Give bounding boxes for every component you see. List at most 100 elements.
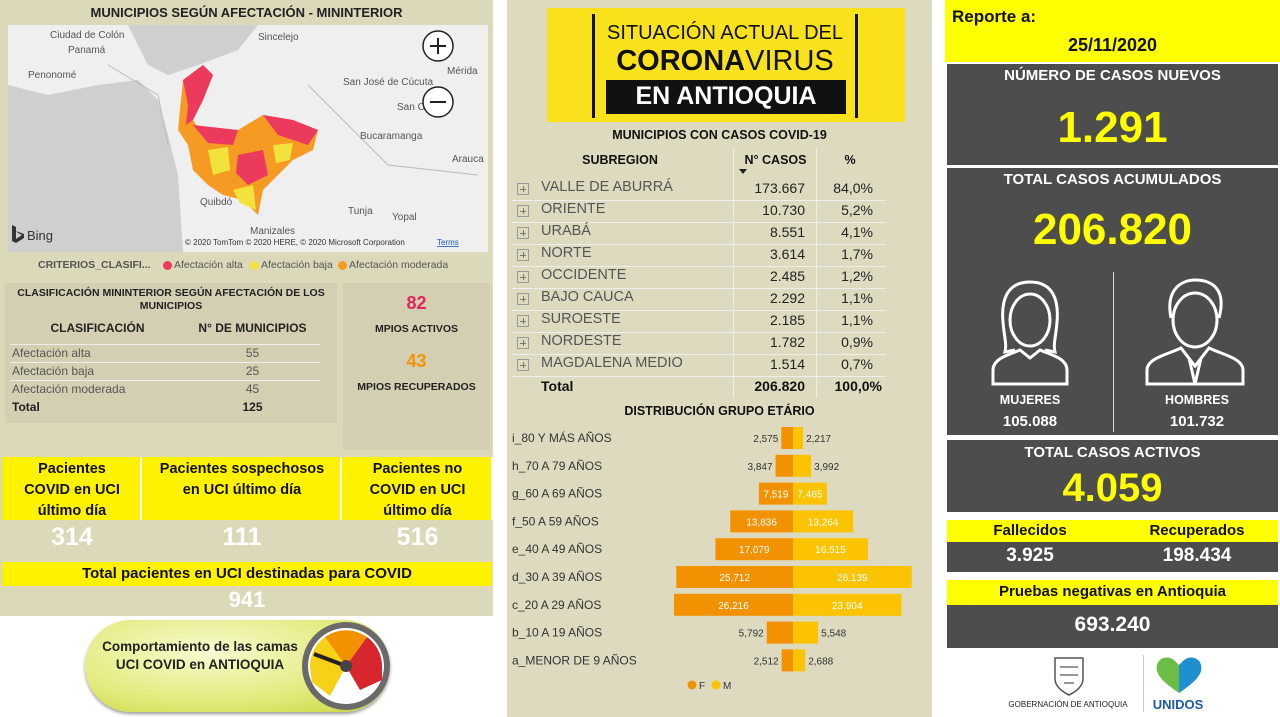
row-separator bbox=[512, 266, 886, 267]
bing-icon bbox=[12, 225, 24, 243]
municipalities-card bbox=[343, 283, 490, 450]
kpi-sublabel: MUJERES bbox=[999, 393, 1061, 407]
data-label: 23,904 bbox=[832, 601, 863, 612]
icon-body bbox=[1145, 346, 1245, 386]
gauge-segment bbox=[310, 666, 346, 696]
data-label: 26,216 bbox=[718, 601, 749, 612]
zoom-out-button[interactable] bbox=[422, 86, 454, 118]
expand-button[interactable] bbox=[517, 359, 529, 371]
expand-button[interactable] bbox=[517, 227, 529, 239]
data-label: 17,079 bbox=[739, 545, 770, 556]
table-total-label: Total bbox=[12, 400, 40, 414]
map-region-alta bbox=[183, 65, 213, 125]
map-place-label: Yopal bbox=[392, 212, 417, 223]
map-place-label: Panamá bbox=[68, 45, 106, 56]
icon-face bbox=[1171, 291, 1219, 349]
row-separator bbox=[10, 380, 320, 381]
gauge-icon[interactable] bbox=[300, 620, 392, 712]
bar bbox=[793, 510, 854, 533]
banner-frame bbox=[592, 14, 858, 118]
legend-dot bbox=[163, 261, 172, 270]
icu-value: 111 bbox=[222, 523, 262, 551]
kpi-value: 1.291 bbox=[1057, 103, 1168, 152]
table-cell: 1,1% bbox=[841, 312, 873, 328]
data-label: 5,792 bbox=[739, 629, 764, 640]
heart-green bbox=[1156, 657, 1179, 693]
table-cell: 1.782 bbox=[769, 334, 805, 350]
expand-button[interactable] bbox=[517, 337, 529, 349]
column-divider bbox=[733, 148, 734, 398]
icu-total-header bbox=[2, 562, 492, 586]
icon-hair bbox=[1168, 278, 1223, 319]
bar bbox=[676, 566, 793, 588]
data-label: 2,688 bbox=[808, 656, 833, 667]
y-tick-label: c_20 A 29 AÑOS bbox=[512, 598, 601, 612]
recovered-label: MPIOS RECUPERADOS bbox=[357, 381, 476, 393]
map-attribution: © 2020 TomTom © 2020 HERE, © 2020 Micros… bbox=[185, 238, 405, 247]
legend-label: M bbox=[723, 681, 731, 692]
data-label: 13,836 bbox=[746, 517, 777, 528]
bar bbox=[793, 649, 806, 672]
bar bbox=[781, 649, 793, 672]
y-tick-label: b_10 A 19 AÑOS bbox=[512, 626, 602, 640]
table-cell: 5,2% bbox=[841, 202, 873, 218]
table-cell: ORIENTE bbox=[541, 201, 606, 217]
kpi-card bbox=[947, 605, 1278, 648]
y-tick-label: i_80 Y MÁS AÑOS bbox=[512, 430, 612, 445]
map-place-label: Mérida bbox=[447, 66, 478, 77]
report-date: 25/11/2020 bbox=[1067, 35, 1158, 55]
table-total-value: 206.820 bbox=[754, 378, 805, 394]
y-tick-label: a_MENOR DE 9 AÑOS bbox=[512, 653, 637, 667]
zoom-in-button[interactable] bbox=[422, 30, 454, 62]
table-title: MUNICIPIOS CON CASOS COVID-19 bbox=[612, 128, 827, 142]
row-separator bbox=[512, 354, 886, 355]
map-place-label: Manizales bbox=[250, 226, 295, 237]
table-cell: 10.730 bbox=[762, 202, 805, 218]
row-separator bbox=[512, 332, 886, 333]
map-region-baja bbox=[273, 143, 293, 163]
active-count: 82 bbox=[406, 293, 427, 313]
expand-button[interactable] bbox=[517, 205, 529, 217]
icu-total-label: Total pacientes en UCI destinadas para C… bbox=[82, 565, 412, 582]
table-cell: 84,0% bbox=[833, 180, 873, 196]
icu-label: Pacientes sospechosos en UCI último día bbox=[159, 461, 325, 498]
active-label: MPIOS ACTIVOS bbox=[374, 323, 459, 335]
kpi-value: 206.820 bbox=[1032, 205, 1193, 254]
map-terms-link[interactable]: Terms bbox=[437, 238, 459, 247]
expand-button[interactable] bbox=[517, 293, 529, 305]
row-separator bbox=[10, 362, 320, 363]
table-total-label: Total bbox=[541, 378, 574, 394]
table-cell: 1,7% bbox=[841, 246, 873, 262]
table-cell: MAGDALENA MEDIO bbox=[541, 355, 683, 371]
expand-icon bbox=[523, 252, 524, 258]
expand-button[interactable] bbox=[517, 249, 529, 261]
table-cell: 173.667 bbox=[754, 180, 805, 196]
kpi-value: 4.059 bbox=[1062, 466, 1163, 510]
expand-icon bbox=[523, 186, 524, 192]
women-icon bbox=[991, 280, 1069, 386]
bar bbox=[793, 566, 912, 588]
table-cell: 45 bbox=[245, 382, 260, 396]
expand-button[interactable] bbox=[517, 315, 529, 327]
kpi-card bbox=[947, 64, 1278, 165]
button-label[interactable]: Comportamiento de las camas UCI COVID en… bbox=[102, 639, 298, 672]
icu-label: Pacientes COVID en UCI último día bbox=[24, 461, 120, 519]
kpi-value: 3.925 bbox=[1006, 545, 1054, 566]
expand-button[interactable] bbox=[517, 271, 529, 283]
banner-corona: CORONA bbox=[616, 45, 746, 77]
map-sea bbox=[128, 25, 258, 75]
kpi-value: 693.240 bbox=[1074, 613, 1151, 636]
expand-button[interactable] bbox=[517, 183, 529, 195]
column-header: CLASIFICACIÓN bbox=[50, 321, 145, 335]
icon-face bbox=[1008, 292, 1052, 348]
sort-arrow[interactable] bbox=[739, 169, 747, 174]
data-label: 3,992 bbox=[814, 462, 839, 473]
legend-label: Afectación baja bbox=[261, 259, 333, 271]
bar bbox=[793, 538, 868, 561]
data-label: 7,465 bbox=[797, 490, 822, 501]
table-cell: Afectación moderada bbox=[12, 382, 126, 396]
map-place-label: Sincelejo bbox=[258, 32, 299, 43]
legend-label: F bbox=[699, 681, 705, 692]
gauge-segment bbox=[310, 637, 346, 666]
expand-icon bbox=[523, 274, 524, 280]
